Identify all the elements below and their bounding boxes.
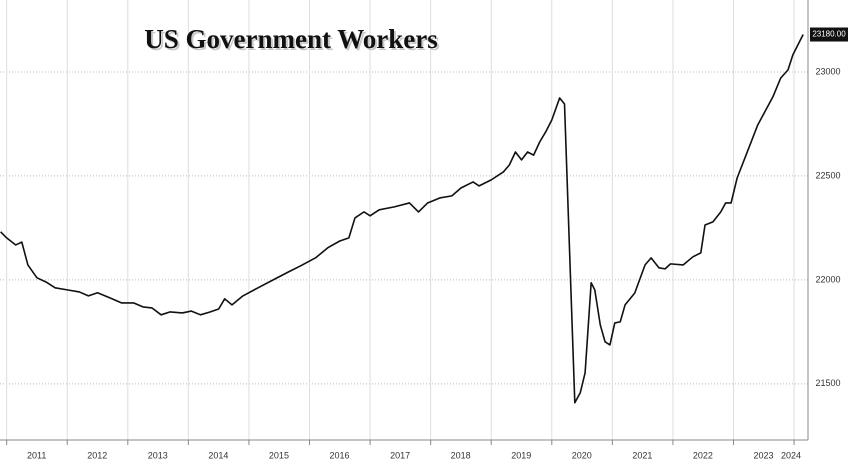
y-tick-label: 22000 — [815, 274, 840, 284]
x-tick-label: 2012 — [87, 450, 107, 460]
y-tick-label: 22500 — [815, 170, 840, 180]
x-tick-label: 2011 — [27, 450, 46, 460]
y-tick-label: 23000 — [815, 66, 840, 76]
x-tick-label: 2013 — [148, 450, 168, 460]
x-tick-label: 2024 — [781, 450, 801, 460]
x-tick-label: 2015 — [269, 450, 289, 460]
value-label-box — [810, 27, 848, 42]
x-tick-label: 2018 — [451, 450, 471, 460]
x-tick-label: 2014 — [208, 450, 228, 460]
x-tick-label: 2020 — [572, 450, 592, 460]
x-tick-label: 2021 — [632, 450, 652, 460]
value-label: 23180.00 — [812, 30, 846, 39]
x-tick-label: 2016 — [329, 450, 349, 460]
x-tick-label: 2017 — [390, 450, 410, 460]
chart-title: US Government Workers — [144, 24, 437, 54]
data-line — [0, 34, 804, 404]
x-tick-label: 2019 — [511, 450, 531, 460]
x-tick-label: 2023 — [753, 450, 773, 460]
y-tick-label: 21500 — [815, 378, 840, 388]
title-shadow: US Government Workers — [146, 26, 439, 56]
x-tick-label: 2022 — [693, 450, 713, 460]
